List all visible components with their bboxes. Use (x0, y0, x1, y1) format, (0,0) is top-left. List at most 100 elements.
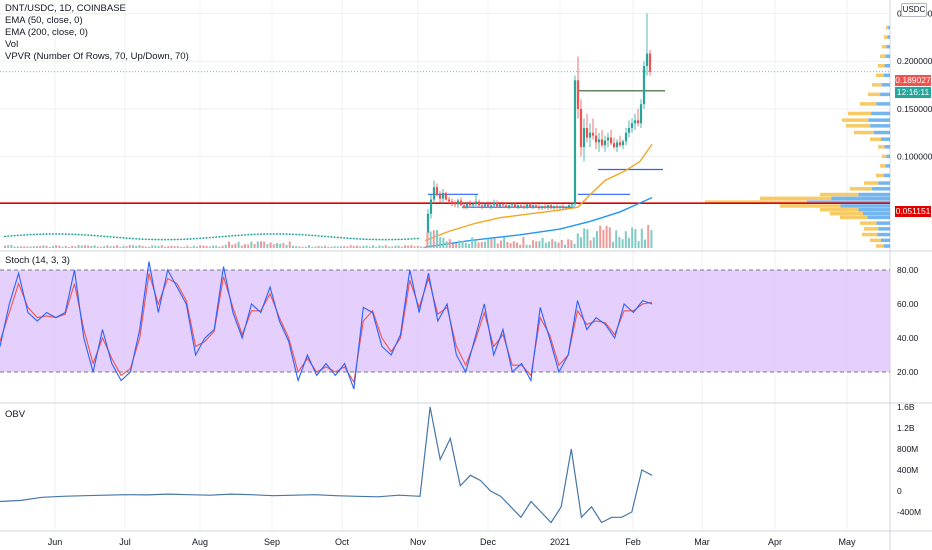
price-candle-body (407, 239, 409, 240)
volume-bar (577, 233, 579, 248)
price-candle-body (324, 236, 326, 237)
price-candle-body (631, 123, 633, 128)
volume-bar (650, 230, 652, 248)
vpvr-bar-up (870, 137, 881, 141)
volume-bar (529, 245, 531, 248)
volume-bar (567, 239, 569, 248)
volume-bar (570, 240, 572, 248)
price-candle-body (298, 234, 300, 235)
volume-bar (535, 241, 537, 248)
volume-bar (449, 239, 451, 248)
price-candle-body (129, 238, 131, 239)
price-candle-body (362, 239, 364, 240)
price-candle-body (538, 206, 540, 208)
price-candle-body (241, 235, 243, 236)
vpvr-bar-up (820, 193, 859, 197)
price-candle-body (276, 234, 278, 235)
support-price-tag: 0.051151 (895, 206, 931, 217)
vpvr-bar-down (877, 233, 890, 237)
price-candle-body (520, 205, 522, 206)
volume-bar (122, 246, 124, 248)
price-candle-body (190, 238, 192, 239)
volume-bar (196, 247, 198, 248)
volume-bar (14, 246, 16, 248)
price-candle-body (254, 234, 256, 235)
volume-bar (359, 247, 361, 248)
price-candle-body (183, 239, 185, 240)
volume-bar (282, 243, 284, 248)
price-candle-body (145, 239, 147, 240)
price-candle-body (517, 205, 519, 207)
vpvr-bar-up (820, 208, 859, 212)
price-candle-body (382, 239, 384, 240)
price-candle-body (466, 203, 468, 207)
vpvr-bar-up (830, 212, 863, 216)
vpvr-bar-up (882, 45, 886, 49)
volume-bar (580, 237, 582, 248)
price-candle-body (26, 234, 28, 235)
price-candle-body (266, 234, 268, 235)
volume-bar (647, 225, 649, 248)
price-candle-body (571, 204, 573, 205)
vpvr-bar-down (881, 239, 890, 243)
volume-bar (318, 246, 320, 248)
price-candle-body (305, 235, 307, 236)
currency-button[interactable]: USDC (901, 3, 927, 17)
price-candle-body (180, 239, 182, 240)
volume-bar (593, 237, 595, 248)
price-candle-body (238, 235, 240, 236)
volume-bar (270, 242, 272, 248)
volume-bar (452, 244, 454, 248)
volume-bar (634, 229, 636, 248)
volume-bar (193, 246, 195, 248)
vpvr-bar-up (876, 74, 884, 78)
price-candle-body (212, 237, 214, 238)
vpvr-bar-down (880, 93, 890, 97)
volume-bar (510, 243, 512, 248)
volume-bar (132, 245, 134, 248)
price-candle-body (414, 238, 416, 239)
price-candle-body (343, 237, 345, 238)
volume-bar (39, 246, 41, 248)
obv-tick-label: 0 (897, 486, 902, 496)
price-candle-body (643, 66, 645, 104)
volume-bar (49, 247, 51, 248)
volume-bar (484, 242, 486, 248)
ema50-line (425, 144, 652, 240)
price-candle-body (193, 238, 195, 239)
price-candle-body (541, 206, 543, 208)
price-candle-body (460, 200, 462, 205)
volume-bar (26, 246, 28, 248)
price-candle-body (225, 236, 227, 237)
vpvr-bar-down (884, 244, 890, 248)
price-candle-body (113, 237, 115, 238)
volume-bar (426, 232, 428, 248)
volume-bar (46, 246, 48, 248)
price-candle-body (170, 239, 172, 240)
price-candle-body (502, 204, 504, 205)
vpvr-bar-down (868, 216, 891, 220)
volume-bar (340, 246, 342, 248)
volume-bar (378, 245, 380, 248)
volume-bar (116, 245, 118, 248)
price-candle-body (302, 234, 304, 235)
price-candle-body (55, 233, 57, 234)
volume-bar (455, 243, 457, 248)
price-candle-body (164, 239, 166, 240)
volume-bar (615, 230, 617, 248)
stoch-tick-label: 80.00 (897, 265, 919, 275)
price-candle-body (505, 205, 507, 207)
vpvr-bar-down (870, 124, 890, 128)
volume-bar (625, 231, 627, 248)
vpvr-bar-up (846, 124, 870, 128)
volume-bar (276, 243, 278, 248)
price-candle-body (94, 235, 96, 236)
volume-bar (97, 247, 99, 248)
price-candle-body (244, 234, 246, 235)
price-candle-body (36, 234, 38, 235)
vpvr-bar-down (877, 221, 891, 225)
volume-bar (78, 245, 80, 248)
vpvr-bar-up (880, 54, 886, 58)
price-candle-body (550, 205, 552, 208)
